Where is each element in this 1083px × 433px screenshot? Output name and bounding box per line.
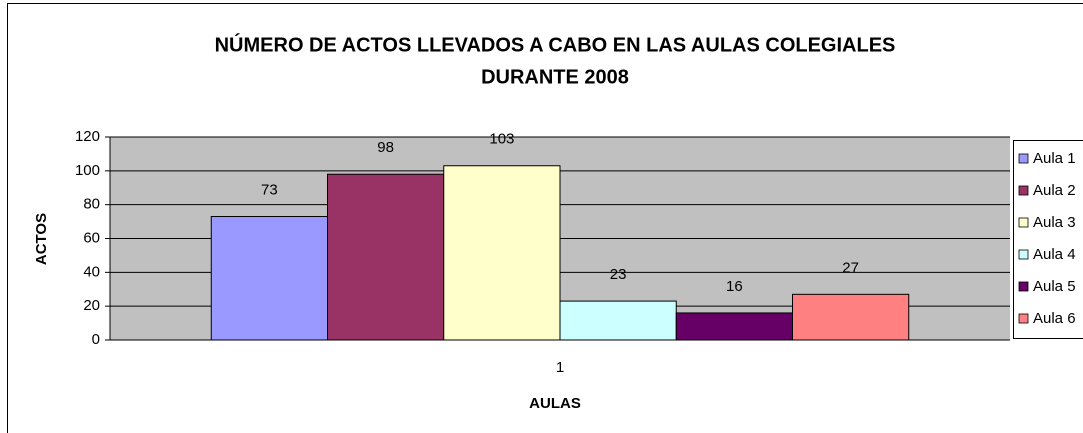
y-tick-label: 0: [92, 331, 100, 348]
bar: [792, 293, 910, 341]
y-tick-label: 80: [83, 196, 100, 213]
legend-label: Aula 5: [1033, 278, 1076, 295]
legend-swatch: [1018, 153, 1029, 164]
legend-label: Aula 4: [1033, 246, 1076, 263]
x-tick-label: 1: [556, 359, 564, 376]
legend-label: Aula 6: [1033, 310, 1076, 327]
y-tick-label: 60: [83, 229, 100, 246]
legend-label: Aula 3: [1033, 214, 1076, 231]
legend-swatch: [1018, 249, 1029, 260]
legend-swatch: [1018, 281, 1029, 292]
x-axis-label: AULAS: [529, 395, 581, 412]
legend-label: Aula 1: [1033, 150, 1076, 167]
data-label: 73: [261, 181, 278, 198]
legend-swatch: [1018, 313, 1029, 324]
data-label: 27: [842, 259, 859, 276]
data-label: 16: [726, 278, 743, 295]
y-tick-label: 120: [75, 128, 100, 145]
y-axis-label: ACTOS: [33, 213, 50, 265]
bar: [210, 216, 328, 341]
y-tick-label: 40: [83, 263, 100, 280]
y-tick-label: 100: [75, 162, 100, 179]
chart-title: NÚMERO DE ACTOS LLEVADOS A CABO EN LAS A…: [215, 32, 896, 56]
bar: [675, 312, 793, 341]
legend-swatch: [1018, 217, 1029, 228]
data-label: 23: [610, 266, 627, 283]
bar: [443, 165, 561, 341]
data-label: 98: [377, 139, 394, 156]
data-label: 103: [489, 131, 514, 148]
chart-title: DURANTE 2008: [481, 66, 629, 88]
legend-swatch: [1018, 185, 1029, 196]
bar: [559, 300, 677, 341]
y-tick-label: 20: [83, 297, 100, 314]
legend-label: Aula 2: [1033, 182, 1076, 199]
legend-box: [1013, 140, 1083, 339]
bar: [327, 173, 445, 341]
